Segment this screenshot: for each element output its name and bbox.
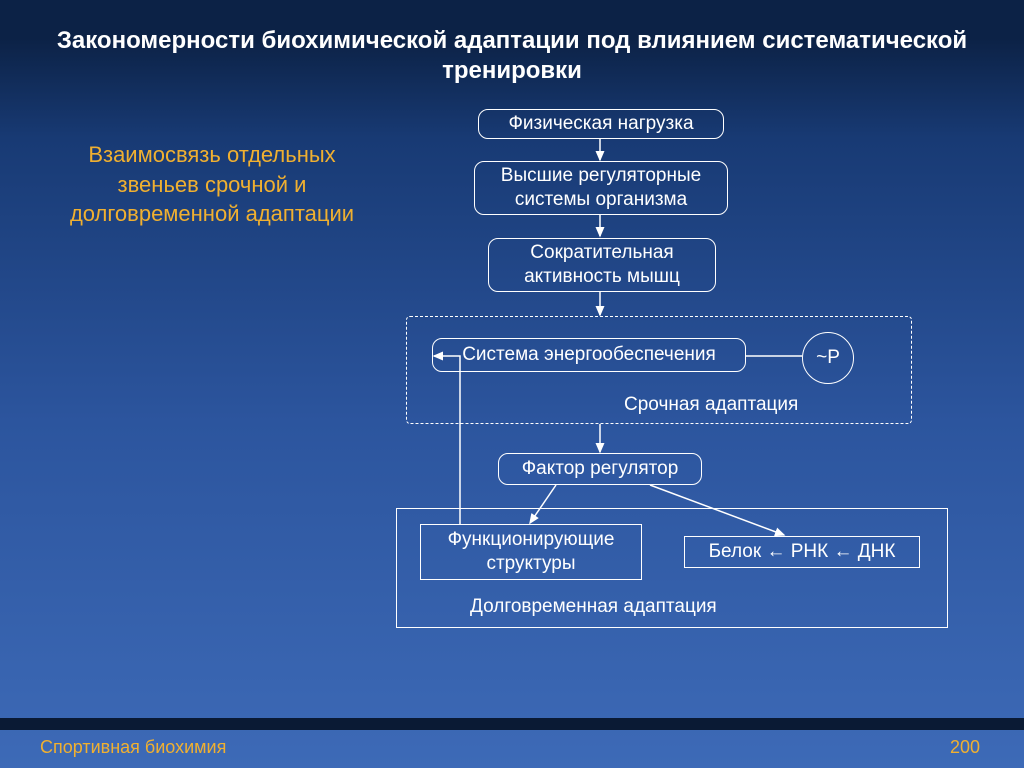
footer-text: Спортивная биохимия: [40, 737, 226, 758]
footer-bar: [0, 718, 1024, 730]
node-regulatory-systems: Высшие регуляторные системы организма: [474, 161, 728, 215]
node-protein-rna-dna: Белок ← РНК ← ДНК: [684, 536, 920, 568]
label-longterm-adaptation: Долговременная адаптация: [470, 596, 717, 618]
node-energy-system: Система энергообеспечения: [432, 338, 746, 372]
slide: Закономерности биохимической адаптации п…: [0, 0, 1024, 768]
page-number: 200: [950, 737, 980, 758]
label-urgent-adaptation: Срочная адаптация: [624, 394, 798, 416]
node-regulator-factor: Фактор регулятор: [498, 453, 702, 485]
node-functional-structures: Функционирующие структуры: [420, 524, 642, 580]
node-physical-load: Физическая нагрузка: [478, 109, 724, 139]
node-muscle-activity: Сократительная активность мышц: [488, 238, 716, 292]
slide-subtitle: Взаимосвязь отдельных звеньев срочной и …: [52, 140, 372, 229]
node-phosphate-circle: ~Р: [802, 332, 854, 384]
slide-title: Закономерности биохимической адаптации п…: [0, 26, 1024, 86]
